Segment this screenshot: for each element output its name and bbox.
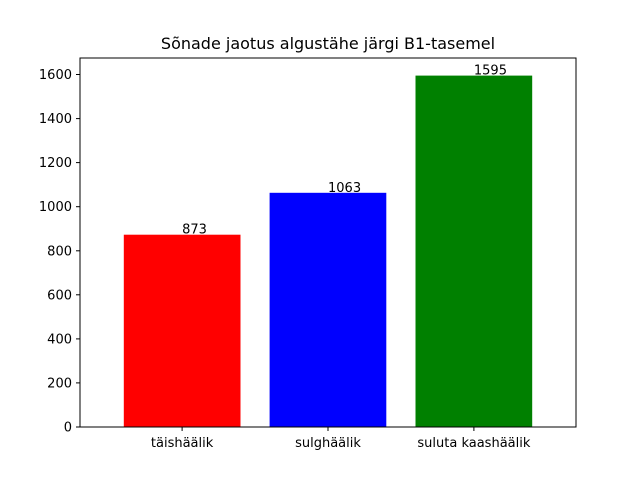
x-tick-label-2: sulghäälik — [295, 436, 361, 451]
y-tick-label-9: 1600 — [39, 68, 72, 83]
y-tick-label-1: 0 — [64, 421, 72, 436]
y-tick-label-5: 800 — [47, 244, 72, 259]
y-tick-label-6: 1000 — [39, 200, 72, 215]
bar-2 — [269, 192, 387, 427]
y-tick-label-2: 200 — [47, 376, 72, 391]
data-label-3: 1595 — [474, 64, 507, 79]
y-tick-label-7: 1200 — [39, 156, 72, 171]
data-label-1: 873 — [182, 223, 207, 238]
y-tick-label-3: 400 — [47, 332, 72, 347]
x-tick-label-3: suluta kaashäälik — [417, 436, 530, 451]
y-tick-label-8: 1400 — [39, 112, 72, 127]
data-label-2: 1063 — [328, 181, 361, 196]
y-tick-label-4: 600 — [47, 288, 72, 303]
plot-area: 873 täishäälik 1063 sulghäälik 1595 suluta ka… — [39, 57, 577, 451]
x-tick-label-1: täishäälik — [151, 436, 214, 451]
bar-1 — [123, 234, 241, 427]
axes-frame — [79, 57, 577, 428]
bar-3 — [415, 75, 533, 427]
chart-title: Sõnade jaotus algustähe järgi B1-tasemel — [161, 34, 495, 53]
